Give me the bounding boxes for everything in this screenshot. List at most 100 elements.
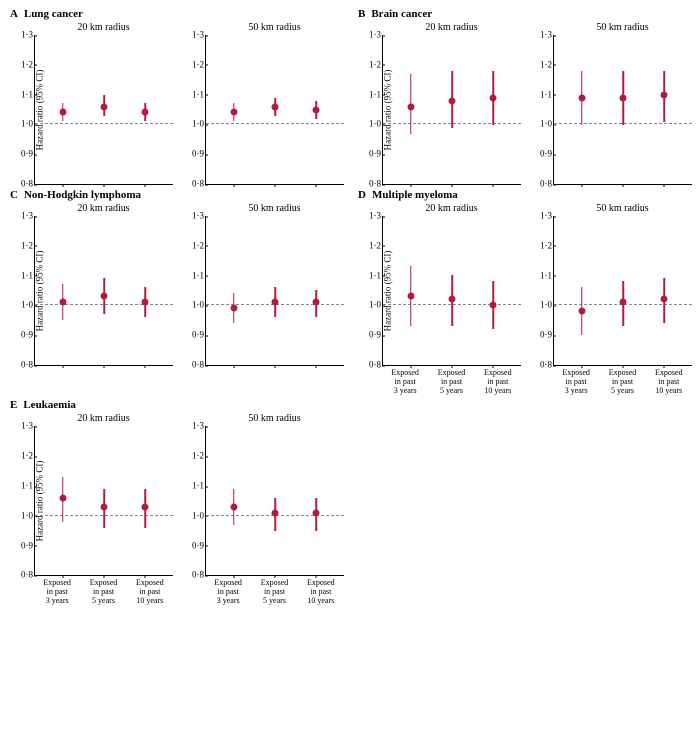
y-tick: 1·1 [21,90,33,99]
y-tick: 1·1 [540,271,552,280]
y-tick: 1·0 [192,511,204,520]
y-tick: 1·2 [369,60,381,69]
subplot-title: 20 km radius [34,203,173,214]
y-tick: 0·9 [192,331,204,340]
hr-dot [490,302,497,309]
hr-dot [230,109,237,116]
subplot-title: 50 km radius [205,203,344,214]
y-tick: 0·9 [21,150,33,159]
x-tick-label: Exposedin past3 years [205,579,251,605]
y-tick: 0·8 [192,571,204,580]
hr-dot [620,299,627,306]
hr-dot [230,305,237,312]
y-tick: 1·3 [369,212,381,221]
y-tick: 1·0 [192,120,204,129]
y-tick: 0·8 [369,180,381,189]
hr-dot [142,503,149,510]
x-tick-label: Exposedin past3 years [382,369,428,395]
plot-area: Hazard ratio (95% CI)0·80·91·01·11·21·3 [382,216,521,366]
hr-dot [101,503,108,510]
y-tick: 1·1 [369,90,381,99]
subplot: 50 km radius0·80·91·01·11·21·3Exposedin … [527,203,692,395]
hr-dot [407,103,414,110]
panel-a: ALung cancer20 km radiusHazard ratio (95… [8,8,344,185]
y-tick: 1·3 [192,31,204,40]
y-tick: 1·2 [192,60,204,69]
hr-dot [661,91,668,98]
plot-area: 0·80·91·01·11·21·3 [205,426,344,576]
y-tick: 1·1 [21,482,33,491]
y-tick: 1·3 [369,31,381,40]
plot-area: 0·80·91·01·11·21·3 [205,35,344,185]
x-tick-label: Exposedin past10 years [298,579,344,605]
subplot-title: 20 km radius [34,22,173,33]
y-tick: 1·2 [21,452,33,461]
x-labels: Exposedin past3 yearsExposedin past5 yea… [34,579,173,605]
y-tick: 0·8 [21,180,33,189]
panel-title: ELeukaemia [8,399,344,411]
x-tick-label: Exposedin past10 years [475,369,521,395]
y-tick: 0·8 [192,361,204,370]
panel-c: CNon-Hodgkin lymphoma20 km radiusHazard … [8,189,344,395]
hr-dot [313,299,320,306]
y-tick: 1·0 [369,301,381,310]
y-tick: 1·1 [192,90,204,99]
y-tick: 0·9 [369,150,381,159]
y-tick: 1·2 [21,60,33,69]
y-tick: 1·2 [21,241,33,250]
y-tick: 1·3 [21,212,33,221]
hr-dot [449,296,456,303]
y-tick: 0·9 [192,150,204,159]
hr-dot [142,109,149,116]
hr-dot [272,509,279,516]
x-tick-label: Exposedin past3 years [553,369,599,395]
subplot: 50 km radius0·80·91·01·11·21·3 [527,22,692,185]
hr-dot [230,503,237,510]
y-tick: 0·9 [540,331,552,340]
x-tick-label: Exposedin past5 years [251,579,297,605]
hr-dot [142,299,149,306]
subplot: 50 km radius 0·80·91·01·11·21·3 Exposedin … [179,413,344,605]
y-tick: 0·9 [369,331,381,340]
subplot-title: 20 km radius [382,203,521,214]
panel-title: BBrain cancer [356,8,692,20]
x-labels: Exposedin past3 yearsExposedin past5 yea… [553,369,692,395]
y-axis-label: Hazard ratio (95% CI) [34,69,44,150]
subplot-title: 20 km radius [34,413,173,424]
y-tick: 1·0 [192,301,204,310]
reference-line [35,123,173,124]
y-axis-label: Hazard ratio (95% CI) [382,69,392,150]
y-tick: 1·3 [21,31,33,40]
y-tick: 1·2 [540,241,552,250]
subplot-title: 50 km radius [553,203,692,214]
y-tick: 1·0 [21,120,33,129]
y-tick: 0·9 [540,150,552,159]
plot-area: Hazard ratio (95% CI)0·80·91·01·11·21·3 [34,35,173,185]
plot-area: 0·80·91·01·11·21·3 [553,35,692,185]
x-tick-label: Exposedin past10 years [646,369,692,395]
subplot: 20 km radius Hazard ratio (95% CI)0·80·91… [8,22,173,185]
y-tick: 1·3 [540,31,552,40]
y-axis-label: Hazard ratio (95% CI) [34,461,44,542]
x-tick-label: Exposedin past3 years [34,579,80,605]
panel-title: DMultiple myeloma [356,189,692,201]
hr-dot [272,103,279,110]
hr-dot [407,293,414,300]
y-tick: 1·0 [21,511,33,520]
hr-dot [59,494,66,501]
hr-dot [59,109,66,116]
hr-dot [661,296,668,303]
x-labels: Exposedin past3 yearsExposedin past5 yea… [382,369,521,395]
y-tick: 0·9 [21,331,33,340]
plot-area: 0·80·91·01·11·21·3 [205,216,344,366]
subplot: 20 km radiusHazard ratio (95% CI)0·80·91… [8,413,173,605]
y-tick: 1·1 [192,271,204,280]
subplot: 20 km radiusHazard ratio (95% CI)0·80·91… [8,203,173,366]
y-tick: 1·2 [192,452,204,461]
subplot-title: 50 km radius [205,413,344,424]
hr-dot [449,97,456,104]
y-tick: 1·0 [540,301,552,310]
y-tick: 0·8 [540,361,552,370]
hr-dot [101,103,108,110]
subplot-title: 20 km radius [382,22,521,33]
